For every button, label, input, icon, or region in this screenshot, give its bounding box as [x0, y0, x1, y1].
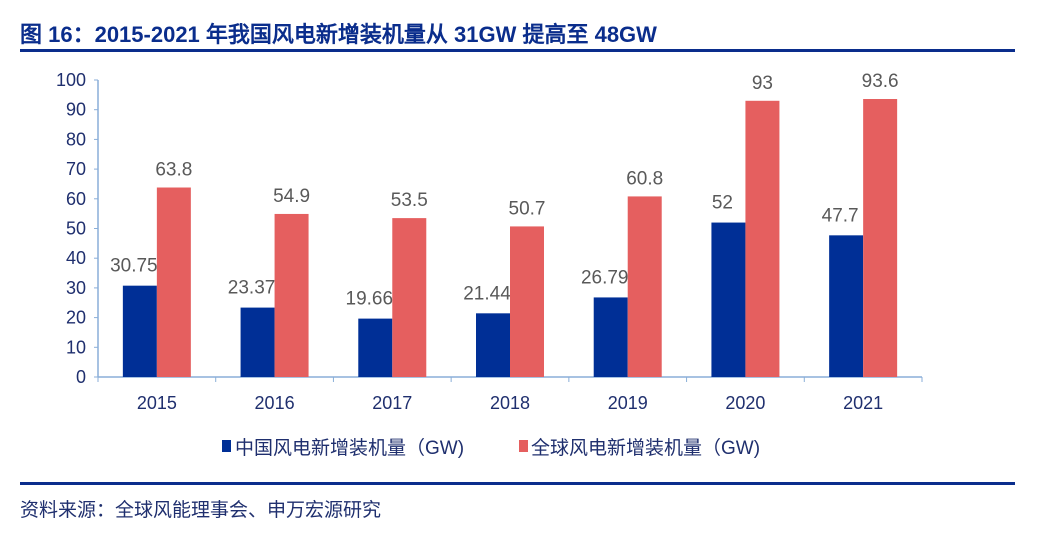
- y-tick-label: 50: [66, 219, 86, 239]
- y-tick-label: 30: [66, 278, 86, 298]
- chart-title: 图 16：2015-2021 年我国风电新增装机量从 31GW 提高至 48GW: [20, 22, 657, 47]
- y-tick-label: 80: [66, 129, 86, 149]
- y-tick-label: 70: [66, 159, 86, 179]
- x-tick-label: 2017: [372, 393, 412, 413]
- x-tick-label: 2016: [255, 393, 295, 413]
- data-label: 26.79: [581, 267, 629, 288]
- x-tick-label: 2019: [608, 393, 648, 413]
- bar-global: [392, 218, 427, 377]
- bar-global: [627, 196, 662, 377]
- bar-global: [156, 187, 191, 377]
- bar-global: [510, 226, 544, 377]
- y-tick-label: 60: [66, 189, 86, 209]
- bar-china: [593, 297, 628, 377]
- x-tick-label: 2021: [843, 393, 883, 413]
- legend: 中国风电新增装机量（GW) 全球风电新增装机量（GW): [222, 437, 760, 459]
- data-label: 23.37: [228, 278, 276, 299]
- bar-china: [476, 313, 510, 377]
- x-tick-label: 2015: [137, 393, 177, 413]
- legend-swatch-china: [222, 440, 231, 452]
- data-label: 52: [712, 193, 733, 214]
- legend-label-china: 中国风电新增装机量（GW): [235, 437, 464, 459]
- y-tick-label: 20: [66, 308, 86, 328]
- data-label: 60.8: [626, 168, 663, 189]
- data-label: 93.6: [862, 71, 899, 92]
- data-label: 50.7: [509, 198, 546, 219]
- source-note: 资料来源：全球风能理事会、申万宏源研究: [20, 499, 381, 521]
- y-tick-label: 10: [66, 337, 86, 357]
- data-label: 21.44: [463, 283, 511, 304]
- bar-global: [274, 213, 309, 377]
- legend-swatch-global: [519, 440, 528, 452]
- data-label: 30.75: [110, 256, 158, 277]
- data-label: 93: [752, 73, 773, 94]
- bar-china: [240, 307, 275, 377]
- bar-china: [122, 285, 157, 377]
- bar-china: [711, 222, 746, 377]
- data-label: 47.7: [822, 205, 859, 226]
- bar-global: [745, 100, 780, 377]
- data-label: 54.9: [273, 186, 310, 207]
- y-tick-label: 100: [56, 70, 86, 90]
- y-tick-label: 40: [66, 248, 86, 268]
- bar-china: [829, 235, 864, 377]
- bar-china: [358, 318, 393, 377]
- bar-global: [863, 99, 898, 378]
- source-rule: [20, 482, 1015, 485]
- title-rule: [20, 49, 1015, 52]
- data-label: 19.66: [346, 289, 394, 310]
- x-tick-label: 2018: [490, 393, 530, 413]
- x-tick-label: 2020: [725, 393, 765, 413]
- data-label: 63.8: [155, 160, 192, 181]
- y-tick-label: 0: [76, 367, 86, 387]
- y-tick-label: 90: [66, 100, 86, 120]
- legend-label-global: 全球风电新增装机量（GW): [531, 437, 760, 459]
- data-label: 53.5: [391, 190, 428, 211]
